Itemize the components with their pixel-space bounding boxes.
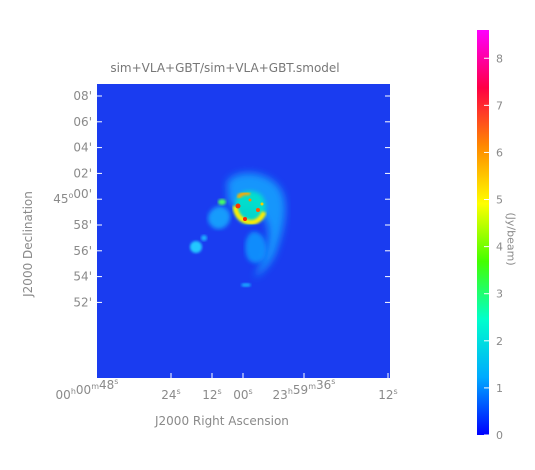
y-tick-label: 02' [73,166,92,180]
colorbar-tick-label: 2 [496,335,503,348]
x-tick-label: 00s [233,387,252,402]
x-tick-label: 00h00m48s [56,377,119,402]
y-tick-label: 56' [73,244,92,258]
image-panel [97,84,390,378]
y-tick-label: 45o00' [53,187,92,206]
x-tick-label: 12s [202,387,221,402]
colorbar-tick-label: 7 [496,99,503,112]
y-tick-label: 52' [73,295,92,309]
colorbar-tick-label: 5 [496,194,503,207]
y-tick-label: 06' [73,115,92,129]
colorbar-tick-label: 8 [496,52,503,65]
colorbar-tick-label: 0 [496,429,503,442]
colorbar-tick-label: 1 [496,382,503,395]
x-tick-label: 23h59m36s [273,377,336,402]
y-tick-label: 58' [73,218,92,232]
x-tick-label: 24s [161,387,180,402]
colorbar-tick-label: 4 [496,241,503,254]
colorbar-tick-label: 6 [496,146,503,159]
x-tick-label: 12s [378,387,397,402]
y-tick-label: 04' [73,141,92,155]
colorbar [477,30,489,435]
y-tick-label: 54' [73,270,92,284]
colorbar-tick-label: 3 [496,288,503,301]
y-tick-label: 08' [73,89,92,103]
